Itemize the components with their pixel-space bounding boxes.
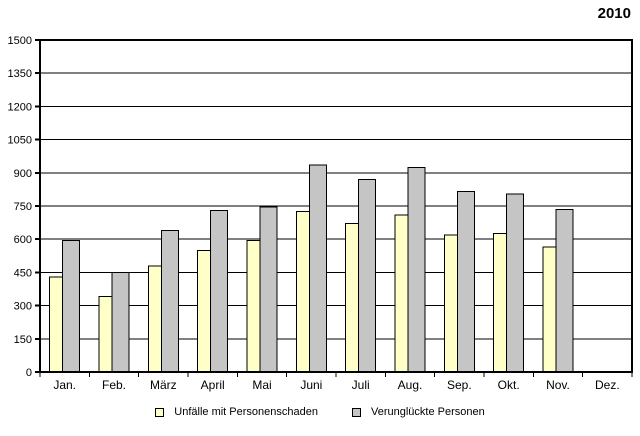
bar-series1-mai: [246, 239, 261, 373]
x-tick-label: Juni: [300, 378, 322, 392]
bar-series2-juni: [308, 164, 327, 373]
x-tick-label: Mai: [252, 378, 271, 392]
bar-series2-aug: [407, 166, 426, 373]
bar-series1-okt: [493, 233, 508, 373]
y-tick-label: 1200: [8, 101, 32, 113]
x-tick-label: Jan.: [53, 378, 76, 392]
chart-title: 2010: [597, 5, 631, 22]
legend-item-series2: Verunglückte Personen: [351, 406, 485, 418]
bar-series1-april: [197, 249, 212, 373]
bar-series1-sep: [443, 234, 458, 373]
x-tick-label: Aug.: [398, 378, 423, 392]
x-tick-label: Feb.: [102, 378, 126, 392]
bar-series1-juli: [345, 223, 360, 373]
x-tick-label: Okt.: [498, 378, 520, 392]
bar-series1-nov: [542, 246, 557, 373]
bar-series2-jan: [62, 239, 81, 373]
bar-series2-mai: [259, 206, 278, 373]
bar-series2-okt: [506, 193, 525, 373]
y-tick-label: 1350: [8, 68, 32, 80]
bar-series2-april: [210, 209, 229, 373]
y-tick-label: 0: [26, 367, 32, 379]
bar-series1-juni: [295, 211, 310, 373]
legend-label: Verunglückte Personen: [370, 406, 485, 418]
legend-item-series1: Unfälle mit Personenschaden: [155, 406, 318, 418]
chart-legend: Unfälle mit Personenschaden Verunglückte …: [0, 406, 640, 418]
y-tick-label: 300: [14, 301, 32, 313]
x-tick-label: März: [150, 378, 177, 392]
bar-series2-nov: [555, 208, 574, 373]
x-tick-label: April: [201, 378, 225, 392]
y-tick-label: 150: [14, 334, 32, 346]
bar-series1-märz: [147, 265, 162, 373]
bar-chart-plot: 0 150 300 450 600 750 900 1050 1200 1350 1500 Jan. F…: [8, 35, 633, 392]
x-tick-label: Juli: [352, 378, 370, 392]
y-tick-label: 450: [14, 267, 32, 279]
y-tick-label: 900: [14, 168, 32, 180]
bar-series2-sep: [456, 191, 475, 373]
bar-series2-juli: [358, 178, 377, 373]
legend-swatch-icon: [155, 407, 165, 417]
y-tick-label: 600: [14, 234, 32, 246]
bar-series1-feb: [98, 296, 113, 373]
x-tick-label: Nov.: [546, 378, 570, 392]
bar-series2-märz: [160, 229, 179, 373]
legend-label: Unfälle mit Personenschaden: [174, 406, 318, 418]
x-tick-label: Dez.: [595, 378, 620, 392]
x-tick-label: Sep.: [447, 378, 472, 392]
bar-series1-aug: [394, 214, 409, 373]
y-tick-label: 1050: [8, 135, 32, 147]
y-tick-label: 1500: [8, 35, 32, 47]
legend-swatch-icon: [351, 407, 361, 417]
bar-series1-jan: [49, 276, 64, 373]
bar-series2-feb: [111, 271, 130, 373]
plot-frame: [39, 39, 633, 373]
y-tick-label: 750: [14, 201, 32, 213]
